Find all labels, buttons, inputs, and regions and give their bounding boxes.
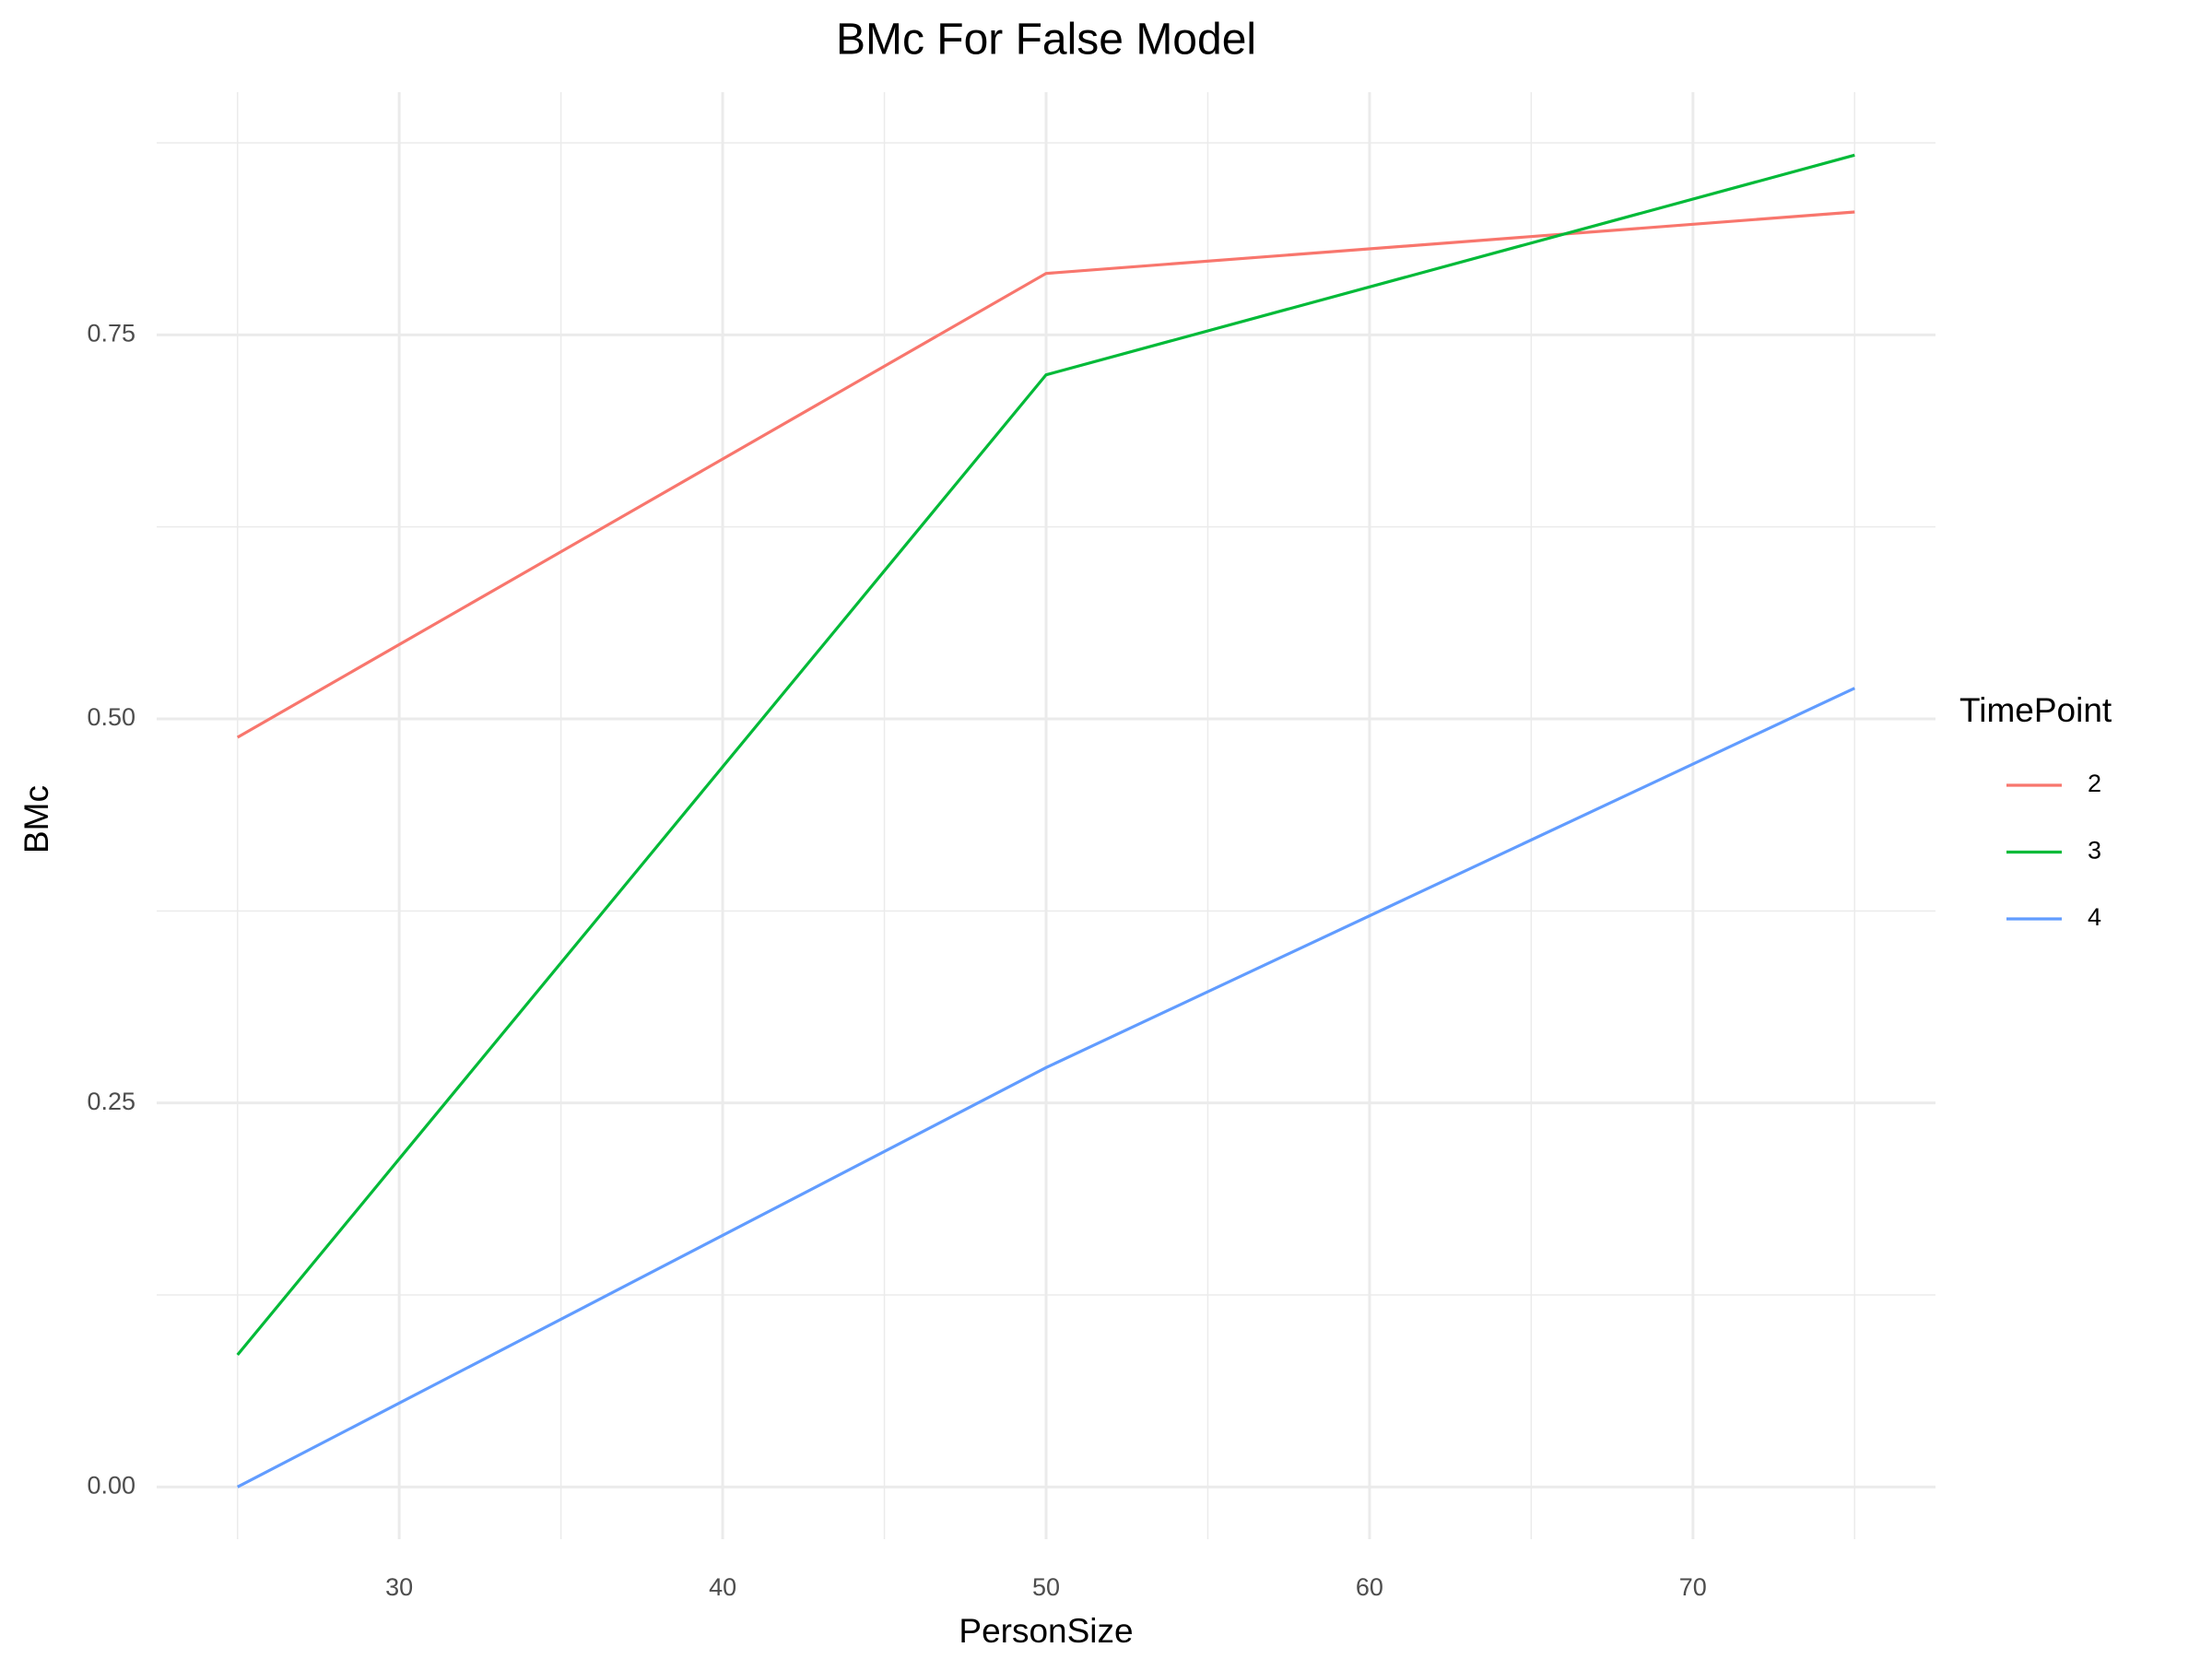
- y-tick-label: 0.25: [87, 1088, 135, 1115]
- y-tick-label: 0.75: [87, 319, 135, 347]
- legend-label: 4: [2088, 903, 2101, 931]
- x-tick-label: 70: [1679, 1573, 1707, 1601]
- data-line: [236, 210, 1855, 739]
- y-tick-label: 0.50: [87, 703, 135, 731]
- x-tick-label: 40: [709, 1573, 736, 1601]
- x-tick-label: 50: [1032, 1573, 1060, 1601]
- legend-label: 3: [2088, 837, 2101, 865]
- y-axis-title: BMc: [18, 785, 55, 853]
- legend-title: TimePoint: [1959, 691, 2112, 729]
- x-axis-title: PersonSize: [959, 1612, 1133, 1650]
- x-tick-label: 30: [385, 1573, 413, 1601]
- y-tick-label: 0.00: [87, 1471, 135, 1499]
- data-line: [236, 687, 1855, 1488]
- data-line: [236, 153, 1855, 1357]
- chart-title: BMc For False Model: [836, 16, 1256, 65]
- x-tick-label: 60: [1356, 1573, 1383, 1601]
- legend-label: 2: [2088, 770, 2101, 797]
